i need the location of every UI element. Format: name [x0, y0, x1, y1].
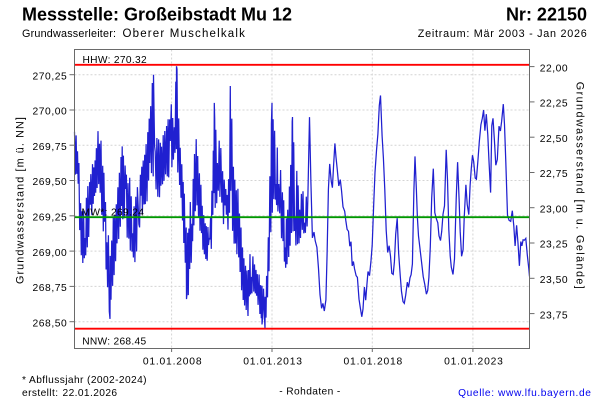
svg-text:23,75: 23,75	[540, 310, 569, 321]
svg-text:Quelle: www.lfu.bayern.de: Quelle: www.lfu.bayern.de	[458, 388, 591, 399]
svg-text:Grundwasserstand [m u. Gelände: Grundwasserstand [m u. Gelände]	[573, 82, 585, 290]
svg-text:* Abflussjahr (2002-2024): * Abflussjahr (2002-2024)	[22, 375, 147, 386]
svg-text:269,50: 269,50	[33, 177, 68, 188]
svg-text:Messstelle: Großeibstadt Mu 12: Messstelle: Großeibstadt Mu 12	[22, 4, 292, 24]
svg-text:- Rohdaten -: - Rohdaten -	[279, 387, 340, 398]
svg-text:23,00: 23,00	[540, 204, 569, 215]
svg-text:Grundwasserstand [m ü. NN]: Grundwasserstand [m ü. NN]	[15, 116, 27, 284]
svg-text:22,50: 22,50	[540, 134, 569, 145]
svg-text:22.01.2026: 22.01.2026	[63, 388, 118, 399]
svg-text:268,50: 268,50	[33, 318, 68, 329]
svg-text:23,50: 23,50	[540, 275, 569, 286]
svg-text:01.01.2008: 01.01.2008	[143, 357, 203, 368]
svg-text:erstellt:: erstellt:	[22, 388, 58, 399]
svg-text:01.01.2013: 01.01.2013	[243, 357, 303, 368]
svg-text:MW*: 269.24: MW*: 269.24	[82, 207, 145, 218]
svg-text:Oberer Muschelkalk: Oberer Muschelkalk	[123, 28, 247, 40]
svg-text:22,00: 22,00	[540, 63, 569, 74]
svg-text:269,25: 269,25	[33, 213, 68, 224]
svg-text:Nr: 22150: Nr: 22150	[506, 4, 587, 24]
svg-text:270,25: 270,25	[33, 71, 68, 82]
svg-text:NNW: 268.45: NNW: 268.45	[82, 337, 146, 348]
svg-text:Zeitraum: Mär 2003 - Jan 2026: Zeitraum: Mär 2003 - Jan 2026	[418, 28, 588, 40]
svg-text:270,00: 270,00	[33, 107, 68, 118]
svg-text:22,75: 22,75	[540, 169, 569, 180]
svg-text:HHW: 270.32: HHW: 270.32	[83, 55, 148, 66]
svg-text:Grundwasserleiter:: Grundwasserleiter:	[22, 28, 116, 40]
svg-text:22,25: 22,25	[540, 99, 569, 110]
svg-text:01.01.2023: 01.01.2023	[444, 357, 504, 368]
svg-text:269,75: 269,75	[33, 142, 68, 153]
svg-text:23,25: 23,25	[540, 240, 569, 251]
svg-text:268,75: 268,75	[33, 283, 68, 294]
svg-text:269,00: 269,00	[33, 248, 68, 259]
svg-text:01.01.2018: 01.01.2018	[344, 357, 404, 368]
